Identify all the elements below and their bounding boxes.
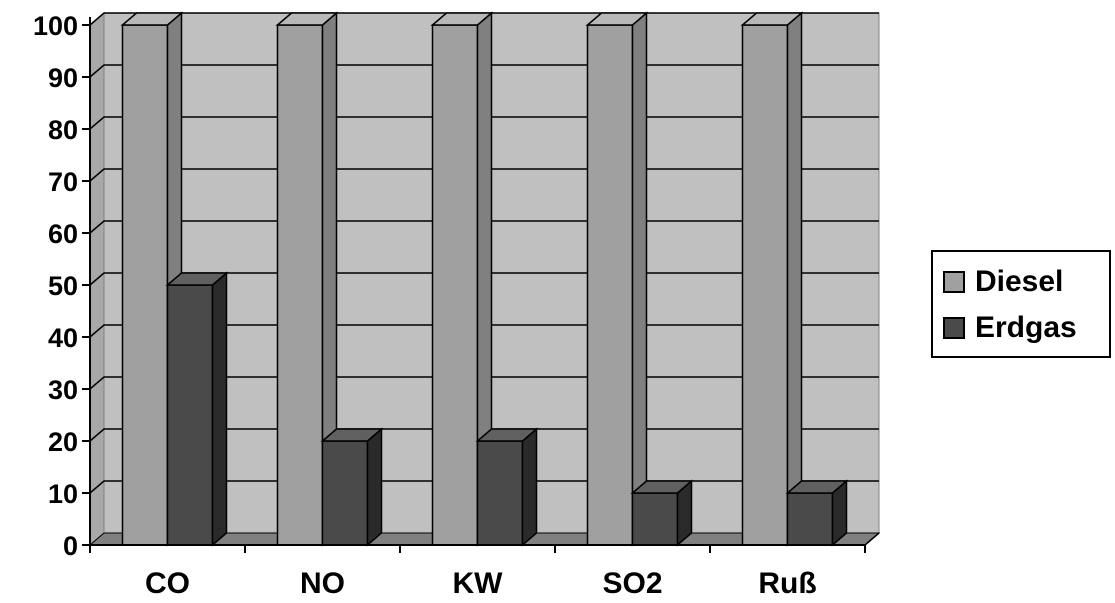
y-tick-label-20: 20	[48, 427, 78, 457]
axes	[82, 17, 880, 553]
bar-diesel-2	[430, 11, 494, 547]
y-tick-label-10: 10	[48, 479, 78, 509]
bar-front	[431, 24, 479, 546]
bar-erdgas-4	[785, 479, 849, 547]
bar-erdgas-1	[320, 427, 384, 547]
bar-erdgas-3	[630, 479, 694, 547]
x-category-label-1: NO	[300, 567, 345, 600]
bar-front	[276, 24, 324, 546]
y-tick-label-100: 100	[33, 11, 78, 41]
bar-diesel-1	[275, 11, 339, 547]
bar-diesel-3	[585, 11, 649, 547]
legend-swatch-diesel	[943, 271, 965, 293]
y-tick-label-40: 40	[48, 323, 78, 353]
legend-label-erdgas: Erdgas	[975, 311, 1077, 344]
bar-erdgas-2	[475, 427, 539, 547]
bar-front	[586, 24, 634, 546]
bar-top	[585, 12, 649, 26]
bar-front	[321, 440, 369, 546]
legend-label-diesel: Diesel	[975, 265, 1064, 298]
bar-top	[165, 272, 229, 286]
bar-top	[120, 12, 184, 26]
bar-side	[786, 11, 803, 547]
y-tick-label-80: 80	[48, 115, 78, 145]
x-category-label-2: KW	[453, 567, 504, 600]
x-category-label-3: SO2	[602, 567, 662, 600]
bars	[120, 11, 849, 547]
legend-item-erdgas: Erdgas	[943, 308, 1077, 348]
x-category-labels: CO NO KW SO2 Ruß	[145, 567, 817, 600]
bar-side	[211, 271, 228, 547]
bar-side	[521, 427, 538, 547]
legend-item-diesel: Diesel	[943, 262, 1063, 302]
bar-erdgas-0	[165, 271, 229, 547]
bar-front	[741, 24, 789, 546]
bar-top	[320, 428, 384, 442]
bar-side	[366, 427, 383, 547]
bar-top	[275, 12, 339, 26]
legend: Diesel Erdgas	[931, 250, 1111, 358]
bar-diesel-4	[740, 11, 804, 547]
bar-front	[476, 440, 524, 546]
y-tick-label-60: 60	[48, 219, 78, 249]
x-category-label-4: Ruß	[758, 567, 816, 600]
bar-front	[121, 24, 169, 546]
bar-top	[630, 480, 694, 494]
y-tick-labels: 0 10 20 30 40 50 60 70 80 90 100	[33, 11, 78, 561]
y-tick-label-70: 70	[48, 167, 78, 197]
x-category-label-0: CO	[145, 567, 190, 600]
bar-front	[166, 284, 214, 546]
y-tick-label-90: 90	[48, 63, 78, 93]
legend-swatch-erdgas	[943, 317, 965, 339]
bar-top	[430, 12, 494, 26]
x-axis-depth	[864, 532, 880, 546]
bar-side	[631, 11, 648, 547]
y-tick-label-30: 30	[48, 375, 78, 405]
bar-front	[631, 492, 679, 546]
bar-top	[475, 428, 539, 442]
y-tick-label-0: 0	[63, 531, 78, 561]
bar-top	[740, 12, 804, 26]
y-tick-label-50: 50	[48, 271, 78, 301]
bar-top	[785, 480, 849, 494]
bar-front	[786, 492, 834, 546]
